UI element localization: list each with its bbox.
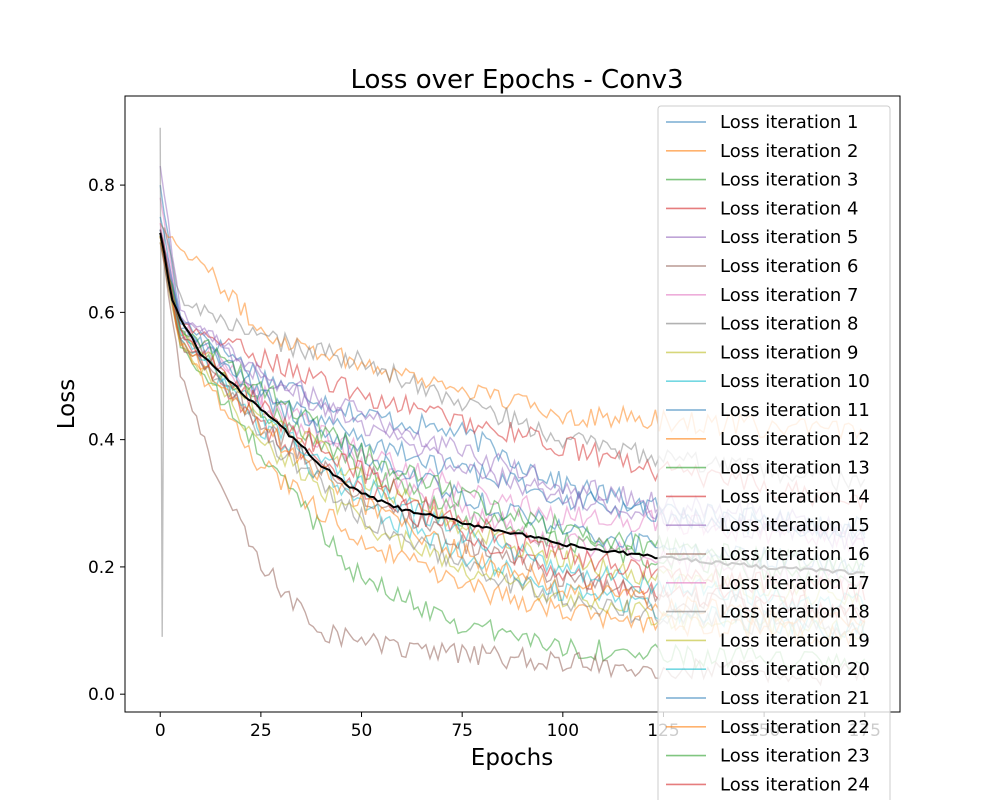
y-tick-label: 0.0	[88, 685, 115, 705]
legend-label: Loss iteration 13	[720, 458, 870, 479]
y-tick-label: 0.2	[88, 558, 115, 578]
legend-label: Loss iteration 24	[720, 774, 870, 795]
legend-label: Loss iteration 19	[720, 630, 870, 651]
legend-label: Loss iteration 5	[720, 227, 858, 248]
legend-label: Loss iteration 14	[720, 486, 870, 507]
legend-label: Loss iteration 4	[720, 198, 858, 219]
legend-label: Loss iteration 12	[720, 429, 870, 450]
chart-title: Loss over Epochs - Conv3	[350, 65, 683, 95]
legend-label: Loss iteration 8	[720, 314, 858, 335]
legend-label: Loss iteration 10	[720, 371, 870, 392]
x-tick-label: 0	[155, 721, 166, 741]
legend-label: Loss iteration 15	[720, 515, 870, 536]
legend: Loss iteration 1 Loss iteration 2 Loss ite…	[657, 105, 891, 800]
legend-label: Loss iteration 7	[720, 285, 858, 306]
legend-label: Loss iteration 3	[720, 170, 858, 191]
y-tick-label: 0.8	[88, 176, 115, 196]
legend-label: Loss iteration 11	[720, 400, 870, 421]
legend-label: Loss iteration 6	[720, 256, 858, 277]
legend-label: Loss iteration 9	[720, 342, 858, 363]
legend-items: Loss iteration 1 Loss iteration 2 Loss ite…	[666, 112, 870, 795]
y-axis-label: Loss	[54, 379, 80, 429]
y-tick-label: 0.4	[88, 431, 115, 451]
x-tick-label: 25	[250, 721, 272, 741]
legend-label: Loss iteration 20	[720, 659, 870, 680]
legend-label: Loss iteration 22	[720, 717, 870, 738]
x-tick-label: 50	[351, 721, 373, 741]
x-axis-label: Epochs	[471, 745, 553, 771]
y-tick-label: 0.6	[88, 303, 115, 323]
legend-label: Loss iteration 16	[720, 544, 870, 565]
legend-label: Loss iteration 18	[720, 602, 870, 623]
x-tick-label: 100	[547, 721, 579, 741]
legend-label: Loss iteration 21	[720, 688, 870, 709]
x-tick-label: 75	[451, 721, 473, 741]
legend-box	[657, 105, 891, 800]
legend-label: Loss iteration 2	[720, 141, 858, 162]
plot-frame	[124, 95, 901, 713]
y-axis-ticks: 0.0 0.2 0.4 0.6 0.8	[88, 176, 125, 705]
legend-label: Loss iteration 1	[720, 112, 858, 133]
legend-label: Loss iteration 23	[720, 746, 870, 767]
legend-label: Loss iteration 17	[720, 573, 870, 594]
